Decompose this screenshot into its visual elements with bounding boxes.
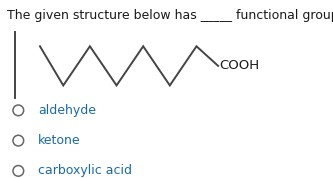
Text: aldehyde: aldehyde [38, 104, 96, 117]
Text: COOH: COOH [219, 59, 259, 72]
Text: ketone: ketone [38, 134, 81, 147]
Text: carboxylic acid: carboxylic acid [38, 164, 132, 177]
Text: The given structure below has _____ functional group.: The given structure below has _____ func… [7, 9, 333, 22]
